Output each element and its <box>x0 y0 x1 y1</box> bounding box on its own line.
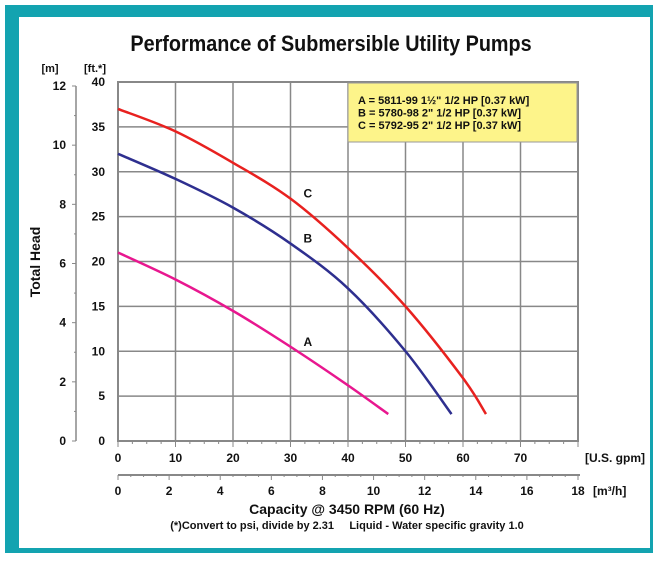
y-tick-label: 20 <box>92 255 106 269</box>
x-tick-label: 10 <box>169 451 183 465</box>
x2-tick-label: 18 <box>571 484 585 498</box>
footnote: (*)Convert to psi, divide by 2.31 Liquid… <box>170 520 524 532</box>
y2-tick-label: 6 <box>59 257 66 271</box>
y2-tick-label: 8 <box>59 197 66 211</box>
x2-tick-label: 4 <box>217 484 224 498</box>
legend-entry: C = 5792-95 2" 1/2 HP [0.37 kW] <box>358 120 521 132</box>
x2-tick-label: 0 <box>115 484 122 498</box>
x2-tick-label: 6 <box>268 484 275 498</box>
x2-unit-label: [m³/h] <box>593 484 626 498</box>
x2-tick-label: 14 <box>469 484 483 498</box>
series-line-a <box>117 251 389 416</box>
x-tick-label: 60 <box>456 451 470 465</box>
y-tick-label: 40 <box>92 75 106 89</box>
series-label-b: B <box>304 232 313 246</box>
y-tick-label: 30 <box>92 165 106 179</box>
series-line-b <box>117 152 453 415</box>
y-tick-label: 25 <box>92 210 106 224</box>
x-tick-label: 50 <box>399 451 413 465</box>
x-unit-label: [U.S. gpm] <box>585 451 645 465</box>
y2-tick-label: 0 <box>59 434 66 448</box>
x2-tick-label: 16 <box>520 484 534 498</box>
legend-entry: A = 5811-99 1½" 1/2 HP [0.37 kW] <box>358 95 530 107</box>
x2-tick-label: 10 <box>367 484 381 498</box>
y-tick-label: 15 <box>92 299 106 313</box>
y-tick-label: 10 <box>92 344 106 358</box>
y-unit-label: [ft.*] <box>84 63 106 75</box>
y-tick-label: 35 <box>92 120 106 134</box>
legend-entry: B = 5780-98 2" 1/2 HP [0.37 kW] <box>358 108 521 120</box>
series-line-c <box>117 107 488 415</box>
chart-title: Performance of Submersible Utility Pumps <box>130 32 531 56</box>
x-tick-label: 0 <box>115 451 122 465</box>
y2-tick-label: 10 <box>53 138 67 152</box>
x-tick-label: 30 <box>284 451 298 465</box>
y-axis-title: Total Head <box>27 227 43 298</box>
y-tick-label: 5 <box>98 389 105 403</box>
x-tick-label: 40 <box>341 451 355 465</box>
y2-tick-label: 2 <box>59 375 66 389</box>
x2-tick-label: 2 <box>166 484 173 498</box>
y-tick-label: 0 <box>98 434 105 448</box>
x-tick-label: 70 <box>514 451 528 465</box>
x2-tick-label: 8 <box>319 484 326 498</box>
x-axis-title: Capacity @ 3450 RPM (60 Hz) <box>249 501 445 517</box>
y2-tick-label: 4 <box>59 316 66 330</box>
x2-tick-label: 12 <box>418 484 432 498</box>
series-label-c: C <box>304 187 313 201</box>
legend-box <box>347 82 578 143</box>
y2-tick-label: 12 <box>53 79 67 93</box>
series-label-a: A <box>304 335 313 349</box>
x-tick-label: 20 <box>226 451 240 465</box>
y2-unit-label: [m] <box>41 63 58 75</box>
